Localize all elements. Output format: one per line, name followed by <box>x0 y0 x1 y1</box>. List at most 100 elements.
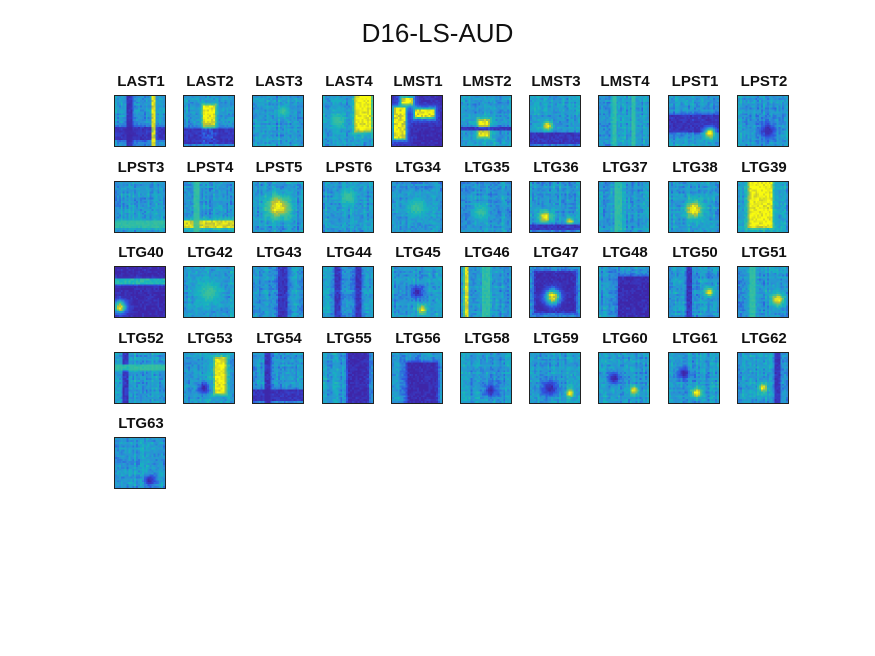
heatmap-image <box>391 266 443 318</box>
heatmap-image <box>529 95 581 147</box>
heatmap-svg <box>530 353 580 403</box>
panel-title: LTG56 <box>381 330 455 347</box>
heatmap-svg <box>599 353 649 403</box>
heatmap-svg <box>669 182 719 232</box>
panel-title: LTG34 <box>381 159 455 176</box>
heatmap-image <box>598 181 650 233</box>
heatmap-svg <box>253 96 303 146</box>
panel-title: LPST3 <box>104 159 178 176</box>
panel-title: LTG55 <box>312 330 386 347</box>
heatmap-image <box>460 352 512 404</box>
heatmap-image <box>460 95 512 147</box>
heatmap-svg <box>253 182 303 232</box>
panel-title: LTG39 <box>727 159 801 176</box>
panel-title: LPST1 <box>658 73 732 90</box>
heatmap-image <box>529 181 581 233</box>
panel-title: LAST3 <box>242 73 316 90</box>
panel-title: LPST4 <box>173 159 247 176</box>
heatmap-svg <box>115 267 165 317</box>
panel-title: LTG48 <box>588 244 662 261</box>
panel-title: LMST4 <box>588 73 662 90</box>
heatmap-image <box>668 95 720 147</box>
heatmap-image <box>737 266 789 318</box>
panel-title: LTG36 <box>519 159 593 176</box>
heatmap-image <box>391 95 443 147</box>
heatmap-image <box>252 181 304 233</box>
panel-title: LMST2 <box>450 73 524 90</box>
panel-title: LPST6 <box>312 159 386 176</box>
heatmap-image <box>460 181 512 233</box>
heatmap-image <box>183 352 235 404</box>
heatmap-svg <box>323 96 373 146</box>
panel-title: LTG40 <box>104 244 178 261</box>
heatmap-svg <box>738 353 788 403</box>
heatmap-svg <box>461 267 511 317</box>
heatmap-image <box>529 352 581 404</box>
heatmap-svg <box>392 267 442 317</box>
panel-title: LTG37 <box>588 159 662 176</box>
panel-title: LTG42 <box>173 244 247 261</box>
panel-title: LTG51 <box>727 244 801 261</box>
heatmap-image <box>252 266 304 318</box>
panel-title: LTG35 <box>450 159 524 176</box>
heatmap-svg <box>392 182 442 232</box>
heatmap-svg <box>323 267 373 317</box>
heatmap-image <box>114 352 166 404</box>
heatmap-image <box>183 266 235 318</box>
panel-title: LAST2 <box>173 73 247 90</box>
heatmap-svg <box>530 267 580 317</box>
panel-title: LTG46 <box>450 244 524 261</box>
heatmap-svg <box>323 182 373 232</box>
heatmap-svg <box>253 353 303 403</box>
heatmap-svg <box>530 96 580 146</box>
heatmap-image <box>668 352 720 404</box>
panel-title: LTG52 <box>104 330 178 347</box>
heatmap-image <box>114 181 166 233</box>
heatmap-svg <box>115 353 165 403</box>
heatmap-image <box>391 352 443 404</box>
heatmap-image <box>668 266 720 318</box>
panel-title: LAST1 <box>104 73 178 90</box>
panel-title: LTG45 <box>381 244 455 261</box>
heatmap-image <box>322 95 374 147</box>
panel-title: LAST4 <box>312 73 386 90</box>
heatmap-svg <box>738 182 788 232</box>
heatmap-svg <box>392 353 442 403</box>
panel-title: LTG38 <box>658 159 732 176</box>
heatmap-svg <box>599 182 649 232</box>
heatmap-svg <box>184 353 234 403</box>
heatmap-svg <box>115 182 165 232</box>
heatmap-svg <box>599 267 649 317</box>
heatmap-svg <box>461 182 511 232</box>
heatmap-svg <box>738 96 788 146</box>
heatmap-image <box>598 352 650 404</box>
heatmap-svg <box>461 353 511 403</box>
panel-title: LTG59 <box>519 330 593 347</box>
heatmap-svg <box>392 96 442 146</box>
panel-title: LTG53 <box>173 330 247 347</box>
heatmap-image <box>598 266 650 318</box>
heatmap-image <box>322 352 374 404</box>
heatmap-image <box>183 95 235 147</box>
heatmap-image <box>114 266 166 318</box>
heatmap-image <box>391 181 443 233</box>
heatmap-svg <box>253 267 303 317</box>
panel-title: LTG54 <box>242 330 316 347</box>
panel-title: LMST3 <box>519 73 593 90</box>
heatmap-svg <box>115 96 165 146</box>
heatmap-image <box>252 352 304 404</box>
panel-title: LTG43 <box>242 244 316 261</box>
heatmap-image <box>252 95 304 147</box>
panel-title: LTG58 <box>450 330 524 347</box>
heatmap-svg <box>738 267 788 317</box>
heatmap-image <box>183 181 235 233</box>
heatmap-svg <box>669 267 719 317</box>
panel-title: LPST5 <box>242 159 316 176</box>
heatmap-image <box>322 181 374 233</box>
heatmap-svg <box>669 96 719 146</box>
heatmap-image <box>322 266 374 318</box>
heatmap-image <box>737 95 789 147</box>
panel-title: LTG50 <box>658 244 732 261</box>
heatmap-image <box>460 266 512 318</box>
